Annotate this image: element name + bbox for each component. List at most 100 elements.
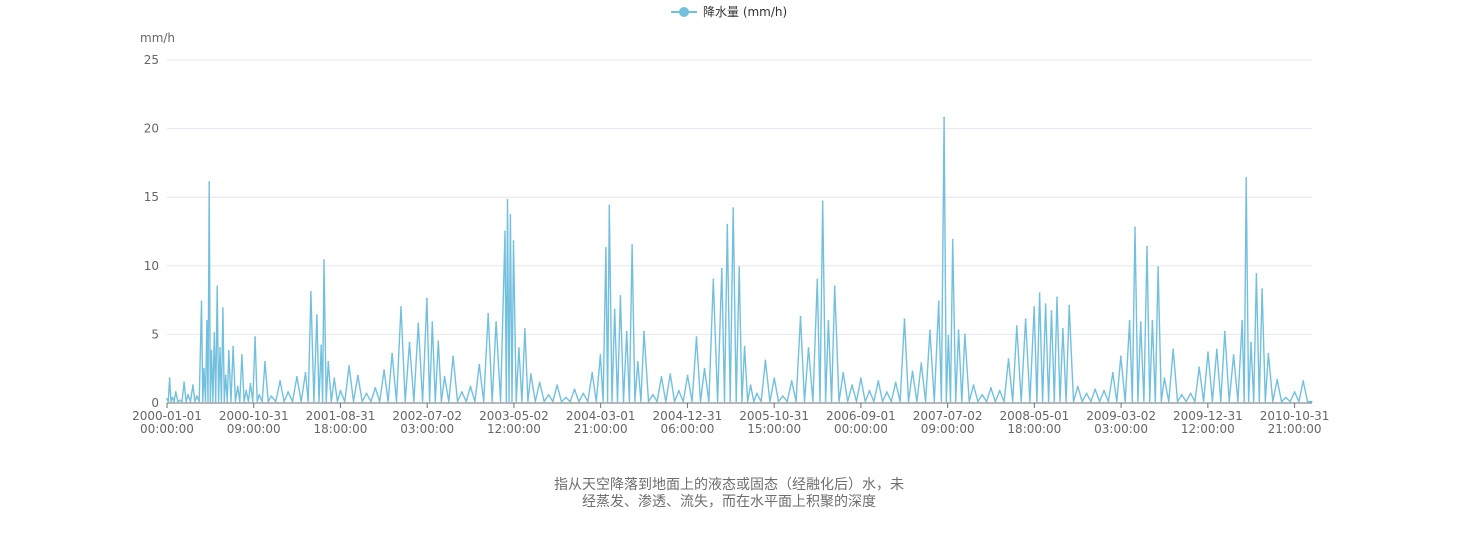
data-point	[310, 291, 312, 293]
data-point	[781, 395, 784, 397]
x-tick-date-label: 2003-05-02	[479, 409, 549, 423]
data-point	[224, 374, 227, 377]
y-tick-label: 0	[151, 396, 159, 410]
data-point	[478, 363, 481, 366]
data-point	[437, 340, 440, 343]
data-point	[799, 315, 802, 318]
data-point	[1223, 330, 1226, 333]
x-tick-time-label: 21:00:00	[574, 422, 628, 436]
data-point	[937, 300, 940, 303]
data-point	[1293, 391, 1296, 393]
data-point	[1050, 310, 1053, 312]
legend-marker-icon	[679, 7, 689, 17]
data-point	[187, 393, 190, 396]
x-tick-date-label: 2010-10-31	[1260, 409, 1330, 423]
legend-label: 降水量 (mm/h)	[703, 5, 787, 19]
data-point	[487, 312, 490, 315]
data-point	[168, 377, 171, 380]
data-point	[1255, 273, 1258, 275]
data-point	[821, 200, 824, 203]
data-point	[1062, 328, 1064, 330]
data-point	[258, 393, 261, 396]
data-point	[1310, 400, 1313, 403]
chart-legend[interactable]: 降水量 (mm/h)	[671, 5, 787, 19]
data-point	[703, 367, 706, 370]
data-point	[1146, 245, 1148, 248]
data-point	[236, 385, 239, 388]
data-point	[943, 116, 945, 119]
data-point	[556, 384, 558, 387]
y-tick-label: 15	[144, 190, 159, 204]
data-point	[316, 314, 318, 317]
data-point	[512, 240, 515, 243]
y-axis-unit-label: mm/h	[140, 31, 175, 45]
data-point	[669, 373, 672, 376]
data-point	[816, 278, 819, 281]
data-point	[756, 392, 758, 395]
y-tick-label: 25	[144, 53, 159, 67]
data-point	[911, 370, 914, 373]
data-point	[851, 384, 853, 387]
data-point	[686, 374, 689, 377]
data-point	[200, 300, 203, 303]
x-tick-date-label: 2000-10-31	[219, 409, 289, 423]
data-point	[249, 382, 252, 385]
data-point	[929, 329, 931, 332]
data-point	[964, 333, 966, 336]
data-point	[279, 380, 281, 382]
data-point	[972, 384, 975, 387]
data-point	[877, 380, 880, 382]
data-point	[524, 328, 526, 330]
data-point	[998, 389, 1001, 392]
data-point	[1157, 266, 1159, 269]
data-point	[1068, 304, 1071, 307]
data-point	[304, 371, 307, 374]
data-point	[323, 259, 325, 262]
data-point	[241, 354, 243, 356]
data-point	[227, 350, 230, 352]
data-point	[1180, 393, 1183, 396]
data-point	[196, 395, 198, 397]
data-point	[1207, 351, 1209, 354]
data-point	[504, 230, 506, 233]
data-point	[903, 318, 906, 321]
data-point	[357, 374, 359, 377]
precipitation-line	[166, 116, 1312, 403]
x-tick-time-label: 03:00:00	[1094, 422, 1148, 436]
chart-caption: 指从天空降落到地面上的液态或固态（经融化后）水，未 经蒸发、渗透、流失，而在水平…	[554, 477, 904, 510]
data-point	[1163, 377, 1166, 380]
x-tick-time-label: 00:00:00	[140, 422, 194, 436]
x-tick-date-label: 2002-07-02	[392, 409, 462, 423]
data-point	[1103, 389, 1105, 392]
y-grid-lines	[167, 59, 1312, 335]
data-point	[743, 345, 746, 348]
data-point	[643, 330, 645, 333]
x-tick-time-label: 09:00:00	[921, 422, 975, 436]
data-point	[565, 396, 567, 399]
caption-line-1: 指从天空降落到地面上的液态或固态（经融化后）水，未	[554, 477, 904, 493]
data-point	[383, 369, 385, 371]
data-point	[1198, 366, 1201, 369]
data-point	[894, 381, 897, 384]
data-point	[981, 393, 984, 396]
data-point	[1215, 348, 1218, 351]
data-point	[1033, 306, 1036, 308]
data-point	[605, 247, 607, 249]
data-point	[469, 385, 472, 388]
data-point	[860, 377, 862, 380]
data-point	[192, 384, 194, 387]
data-point	[695, 336, 698, 338]
data-point	[183, 381, 186, 384]
x-tick-date-label: 2006-09-01	[826, 409, 896, 423]
data-point	[174, 391, 177, 393]
data-point	[365, 392, 368, 395]
data-point	[1267, 352, 1270, 355]
x-tick-date-label: 2000-01-01	[132, 409, 202, 423]
x-tick-date-label: 2009-12-31	[1173, 409, 1243, 423]
x-tick-date-label: 2001-08-31	[306, 409, 376, 423]
data-point	[738, 266, 741, 269]
data-point	[213, 332, 216, 334]
data-point	[1241, 319, 1244, 322]
data-point	[1232, 354, 1235, 356]
data-point	[1261, 288, 1263, 290]
